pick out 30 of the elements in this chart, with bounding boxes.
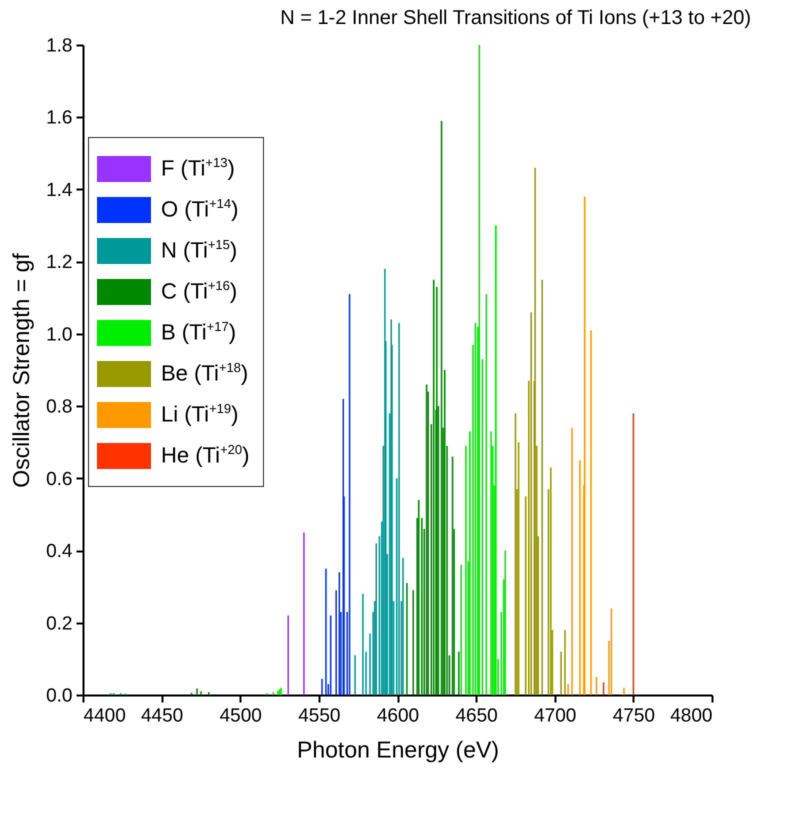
legend-label: C (Ti$^{+16}$) — [161, 278, 238, 305]
x-tick-label: 4800 — [670, 706, 712, 726]
legend-label: N (Ti$^{+15}$) — [161, 237, 238, 264]
legend-label: O (Ti$^{+14}$) — [161, 196, 238, 223]
y-axis-title: Oscillator Strength = gf — [8, 252, 34, 488]
y-tick-label: 1.8 — [46, 36, 72, 56]
y-tick-label: 1.0 — [46, 324, 72, 346]
y-tick-label: 1.4 — [46, 180, 73, 201]
x-axis-title: Photon Energy (eV) — [296, 736, 500, 762]
x-tick-label: 4500 — [220, 706, 262, 726]
y-tick-label: 1.2 — [46, 252, 72, 274]
y-tick-label: 0.6 — [46, 468, 72, 490]
y-tick-label: 0.8 — [46, 396, 72, 418]
y-tick-label: 1.6 — [46, 108, 72, 129]
chart-title: N = 1-2 Inner Shell Transitions of Ti Ions (+13 to +20) — [280, 7, 751, 29]
legend-label: B (Ti$^{+17}$) — [161, 319, 236, 346]
y-tick-label: 0.0 — [46, 686, 72, 706]
legend-label: Be (Ti$^{+18}$) — [161, 360, 248, 387]
legend-label: He (Ti$^{+20}$) — [161, 442, 250, 469]
legend-label: Li (Ti$^{+19}$) — [161, 401, 238, 428]
y-tick-label: 0.4 — [46, 541, 73, 562]
x-tick-label: 4750 — [612, 706, 656, 726]
x-tick-label: 4550 — [298, 706, 341, 726]
x-tick-label: 4600 — [376, 706, 420, 726]
y-tick-label: 0.2 — [46, 613, 72, 634]
x-tick-label: 4450 — [140, 706, 184, 726]
x-tick-label: 4400 — [84, 706, 126, 726]
x-tick-label: 4700 — [534, 706, 576, 726]
legend-label: F (Ti$^{+13}$) — [161, 155, 235, 182]
x-tick-label: 4650 — [455, 706, 498, 726]
